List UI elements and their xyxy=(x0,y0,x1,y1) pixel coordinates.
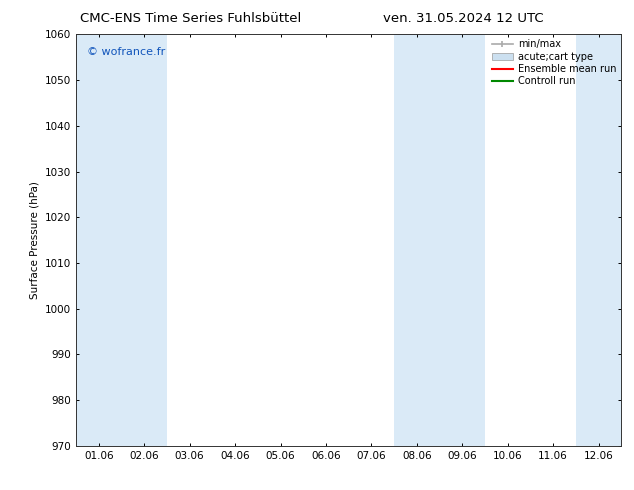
Text: © wofrance.fr: © wofrance.fr xyxy=(87,47,165,57)
Bar xyxy=(576,34,621,446)
Text: ven. 31.05.2024 12 UTC: ven. 31.05.2024 12 UTC xyxy=(382,12,543,25)
Bar xyxy=(394,34,485,446)
Legend: min/max, acute;cart type, Ensemble mean run, Controll run: min/max, acute;cart type, Ensemble mean … xyxy=(489,37,618,88)
Y-axis label: Surface Pressure (hPa): Surface Pressure (hPa) xyxy=(29,181,39,299)
Text: CMC-ENS Time Series Fuhlsbüttel: CMC-ENS Time Series Fuhlsbüttel xyxy=(80,12,301,25)
Bar xyxy=(76,34,167,446)
